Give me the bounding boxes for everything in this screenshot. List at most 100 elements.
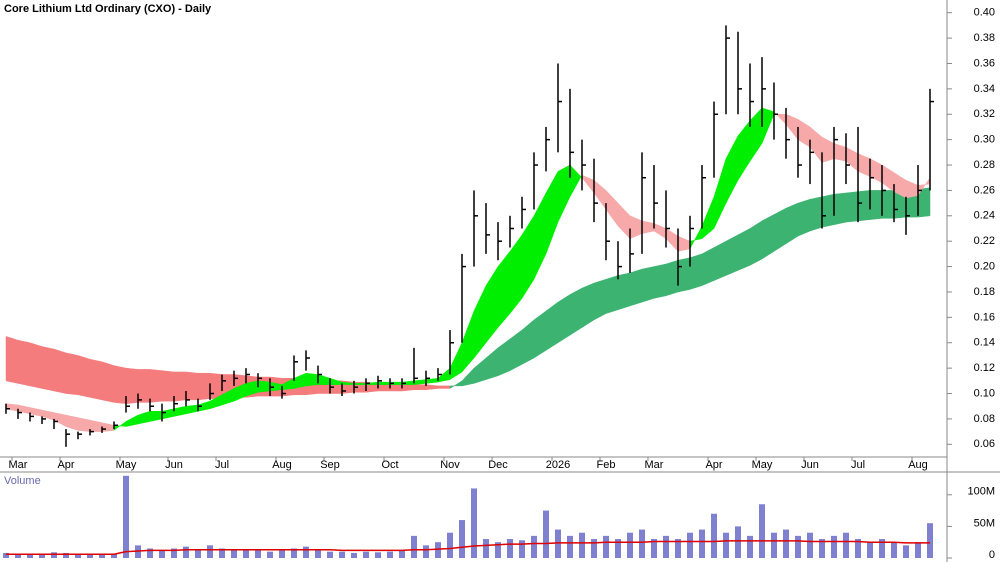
- volume-bar: [759, 504, 765, 558]
- y-tick-label: 0.12: [974, 362, 995, 374]
- y-tick-label: 0.30: [974, 134, 995, 146]
- ribbon-segment: [413, 384, 427, 390]
- volume-bar: [411, 535, 417, 558]
- volume-bar: [303, 546, 309, 558]
- y-tick-label: 0.22: [974, 235, 995, 247]
- y-tick-label: 0.28: [974, 159, 995, 171]
- volume-bar: [183, 546, 189, 558]
- ribbon-segment: [869, 190, 883, 220]
- ribbon-segment: [257, 380, 271, 393]
- x-tick-label: 2026: [546, 459, 570, 471]
- volume-bar: [483, 539, 489, 558]
- volume-bar: [363, 551, 369, 558]
- y-tick-label: 0.06: [974, 438, 995, 450]
- volume-bar: [735, 526, 741, 558]
- y-tick-label: 0.40: [974, 7, 995, 19]
- volume-bar: [39, 553, 45, 558]
- volume-bar: [255, 550, 261, 558]
- volume-bar: [63, 552, 69, 558]
- ribbon-segment: [593, 278, 607, 321]
- ribbon-segment: [437, 385, 451, 389]
- x-tick-label: Jul: [851, 459, 865, 471]
- volume-bar: [711, 513, 717, 558]
- volume-bar: [387, 551, 393, 558]
- volume-bar: [603, 535, 609, 558]
- x-tick-label: Jul: [215, 459, 229, 471]
- volume-ma-line: [6, 540, 930, 555]
- volume-bar: [675, 539, 681, 558]
- y-tick-label: 0.14: [974, 337, 995, 349]
- volume-bar: [543, 510, 549, 558]
- x-tick-label: Jun: [801, 459, 819, 471]
- volume-bar: [663, 535, 669, 558]
- volume-bar: [3, 552, 9, 558]
- ribbon-segment: [173, 371, 187, 402]
- ribbon-segment: [125, 367, 139, 404]
- ribbon-segment: [149, 369, 163, 403]
- volume-bar: [807, 532, 813, 558]
- volume-bar: [915, 542, 921, 558]
- x-tick-label: May: [752, 459, 773, 471]
- ribbon-segment: [41, 346, 55, 392]
- ribbon-segment: [89, 358, 103, 401]
- volume-bar: [123, 475, 129, 558]
- volume-bar: [399, 550, 405, 558]
- volume-bar: [279, 550, 285, 558]
- ribbon-segment: [569, 287, 583, 336]
- volume-bar: [519, 540, 525, 558]
- ribbon-segment: [653, 263, 667, 299]
- x-tick-label: Mar: [9, 459, 28, 471]
- y-tick-label: 0.34: [974, 83, 995, 95]
- ribbon-segment: [77, 355, 91, 398]
- volume-bar: [639, 529, 645, 558]
- volume-bar: [195, 549, 201, 558]
- volume-bar: [375, 552, 381, 558]
- volume-bar: [819, 539, 825, 558]
- x-tick-label: Mar: [645, 459, 664, 471]
- ribbon-segment: [209, 372, 223, 399]
- volume-bar: [27, 554, 33, 558]
- y-tick-label: 0.24: [974, 210, 995, 222]
- ribbon-segment: [701, 247, 715, 287]
- ribbon-segment: [881, 190, 895, 219]
- ribbon-segment: [17, 339, 31, 387]
- volume-bar: [339, 551, 345, 558]
- ribbon-segment: [113, 365, 127, 404]
- ribbon-segment: [665, 259, 679, 297]
- ribbon-segment: [809, 196, 823, 232]
- volume-bar: [699, 529, 705, 558]
- ribbon-segment: [641, 266, 655, 303]
- volume-bar: [111, 553, 117, 558]
- ribbon-segment: [101, 361, 115, 403]
- ribbon-segment: [797, 198, 811, 237]
- chart-title: Core Lithium Ltd Ordinary (CXO) - Daily: [4, 3, 212, 15]
- volume-bar: [447, 532, 453, 558]
- x-tick-label: Jun: [165, 459, 183, 471]
- ribbon-segment: [689, 253, 703, 290]
- volume-bar: [243, 549, 249, 558]
- volume-bar: [351, 552, 357, 558]
- y-tick-label: 50M: [974, 517, 995, 529]
- ribbon-segment: [401, 384, 415, 392]
- volume-bar: [747, 535, 753, 558]
- y-tick-label: 0.32: [974, 108, 995, 120]
- x-tick-label: Nov: [440, 459, 460, 471]
- volume-bar: [159, 550, 165, 558]
- volume-bar: [687, 532, 693, 558]
- volume-bar: [855, 539, 861, 558]
- ribbon-segment: [677, 257, 691, 293]
- y-tick-label: 0.26: [974, 184, 995, 196]
- y-tick-label: 0.08: [974, 413, 995, 425]
- ribbon-segment: [749, 220, 763, 266]
- ribbon-segment: [857, 190, 871, 222]
- volume-bar: [147, 548, 153, 558]
- volume-bar: [795, 535, 801, 558]
- ribbon-segment: [845, 191, 859, 223]
- ribbon-segment: [185, 371, 199, 401]
- volume-bar: [831, 535, 837, 558]
- y-tick-label: 0.38: [974, 32, 995, 44]
- volume-bar: [723, 532, 729, 558]
- ribbon-segment: [821, 193, 835, 228]
- volume-bar: [879, 539, 885, 558]
- ribbon-segment: [77, 417, 91, 432]
